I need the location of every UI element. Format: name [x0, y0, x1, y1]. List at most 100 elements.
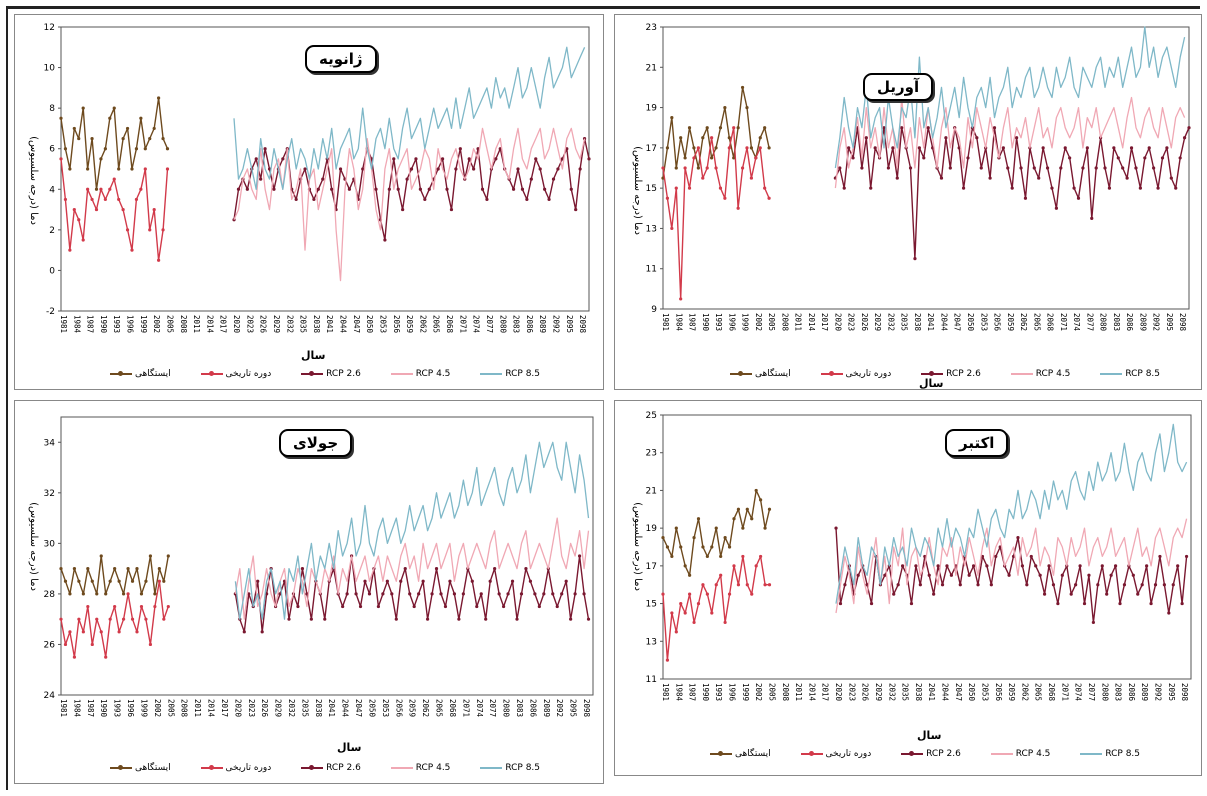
data-point-station: [759, 498, 763, 502]
data-point-station: [63, 579, 68, 583]
y-tick-label: 21: [646, 486, 657, 496]
data-point-station: [736, 507, 741, 511]
data-point-historical: [701, 176, 705, 180]
x-tick-label: 1990: [701, 683, 710, 702]
data-point-station: [125, 126, 130, 131]
data-point-historical: [683, 611, 687, 615]
x-tick-label: 1996: [728, 683, 737, 702]
data-point-historical: [157, 258, 161, 262]
data-point-historical: [740, 166, 745, 170]
data-point-historical: [714, 166, 718, 170]
data-point-station: [99, 157, 103, 161]
data-point-rcp26: [975, 136, 979, 140]
x-tick-label: 2089: [1138, 313, 1147, 331]
chart-panel-january: -2 0 2 4 6 8 10 12 1981 1984 1987 1990 1993 1996 1999 2…: [14, 14, 604, 390]
data-point-rcp26: [1051, 583, 1056, 587]
data-point-rcp26: [1184, 554, 1189, 559]
data-point-rcp26: [1136, 592, 1140, 596]
data-point-historical: [68, 630, 72, 634]
x-tick-label: 2002: [153, 699, 162, 717]
series-line-historical: [60, 580, 169, 658]
data-point-historical: [125, 228, 130, 232]
data-point-rcp26: [516, 167, 520, 171]
data-point-station: [113, 567, 117, 571]
data-point-rcp26: [908, 166, 913, 170]
data-point-station: [683, 156, 687, 160]
data-point-station: [104, 592, 108, 596]
y-tick-label: 8: [49, 104, 55, 114]
series-line-rcp26: [835, 528, 1188, 624]
data-point-rcp26: [272, 187, 276, 191]
data-point-rcp26: [390, 592, 394, 596]
data-point-rcp26: [1023, 196, 1028, 200]
data-point-station: [95, 592, 99, 596]
data-point-historical: [139, 604, 144, 609]
data-point-rcp26: [936, 564, 940, 568]
y-tick-label: 11: [646, 265, 657, 275]
data-point-historical: [117, 197, 121, 202]
legend-item-historical: دوره تاریخی: [820, 369, 891, 379]
data-point-rcp26: [338, 167, 343, 171]
x-tick-label: 2083: [1112, 313, 1121, 331]
y-tick-label: 13: [646, 224, 657, 234]
data-point-rcp26: [891, 146, 895, 150]
x-tick-label: 2020: [834, 683, 843, 702]
data-point-rcp26: [443, 604, 448, 609]
data-point-rcp26: [418, 187, 422, 191]
data-point-historical: [745, 146, 749, 150]
data-point-station: [723, 105, 727, 110]
data-point-rcp26: [1129, 146, 1134, 150]
data-point-rcp26: [341, 604, 345, 609]
data-point-rcp26: [1078, 564, 1082, 568]
x-tick-label: 2005: [165, 315, 174, 333]
data-point-historical: [121, 617, 126, 621]
data-point-station: [750, 517, 754, 521]
data-point-rcp26: [423, 197, 427, 202]
chart-panel-july: 24 26 28 30 32 34 1981 1984 1987 1990 1993 1996 1999…: [14, 400, 604, 784]
x-tick-label: 2002: [152, 315, 161, 333]
data-point-rcp26: [1068, 156, 1072, 160]
data-point-station: [72, 126, 76, 131]
data-point-rcp26: [361, 167, 365, 171]
data-point-rcp26: [1060, 573, 1064, 577]
x-tick-label: 2098: [578, 315, 587, 334]
data-point-rcp26: [1107, 186, 1112, 190]
figure-frame: [6, 6, 1200, 790]
data-point-rcp26: [458, 147, 462, 151]
data-point-station: [126, 567, 130, 571]
data-point-rcp26: [470, 579, 474, 583]
x-tick-label: 2080: [498, 315, 507, 334]
x-tick-label: 2011: [193, 699, 202, 717]
x-tick-label: 1990: [701, 313, 710, 332]
x-tick-label: 2023: [847, 683, 856, 701]
x-tick-label: 2032: [887, 683, 896, 701]
x-tick-label: 2017: [220, 699, 229, 717]
x-tick-label: 1990: [99, 315, 108, 334]
legend-item-rcp45: RCP 4.5: [390, 369, 450, 379]
data-point-rcp26: [354, 592, 358, 596]
data-point-rcp26: [573, 592, 577, 596]
data-point-rcp26: [1047, 564, 1051, 568]
data-point-rcp26: [1087, 573, 1091, 577]
data-point-rcp26: [454, 167, 458, 171]
x-tick-label: 2098: [582, 699, 591, 718]
data-point-rcp26: [300, 567, 305, 571]
x-tick-label: 2038: [312, 315, 321, 334]
x-tick-label: 2014: [807, 313, 816, 332]
data-point-historical: [104, 655, 108, 659]
data-point-rcp26: [399, 579, 403, 583]
x-tick-label: 2077: [485, 315, 494, 333]
data-point-historical: [749, 176, 754, 180]
series-line-rcp85: [834, 26, 1186, 169]
x-tick-label: 2014: [205, 315, 214, 334]
data-point-rcp26: [529, 177, 533, 181]
data-point-station: [72, 567, 77, 571]
data-point-station: [148, 554, 153, 558]
data-point-station: [754, 488, 758, 493]
data-point-rcp26: [578, 167, 582, 171]
y-tick-label: 13: [646, 637, 657, 647]
data-point-rcp26: [1056, 601, 1060, 606]
x-tick-label: 1987: [86, 315, 95, 333]
data-point-rcp26: [1038, 573, 1042, 577]
x-tick-label: 2029: [873, 313, 882, 331]
